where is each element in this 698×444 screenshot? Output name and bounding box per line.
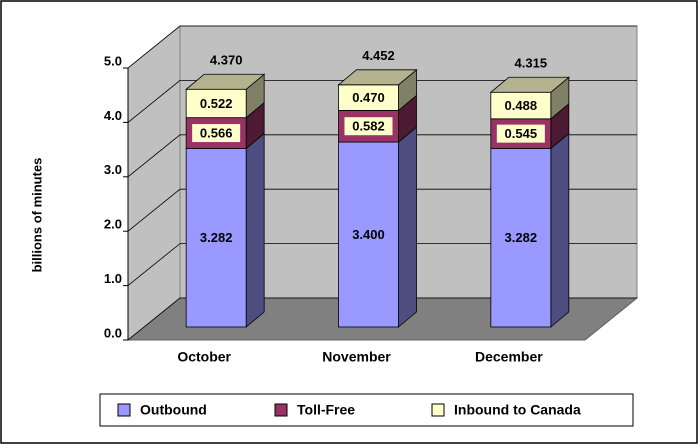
value-label: 0.488 (505, 98, 538, 113)
y-tick-label: 4.0 (104, 108, 122, 123)
x-tick-label: October (177, 349, 231, 365)
value-label: 0.582 (352, 119, 385, 134)
bar (338, 141, 399, 328)
x-tick-label: December (475, 349, 543, 365)
grid-line (127, 80, 637, 123)
label-box (192, 124, 241, 143)
legend-swatch (274, 403, 288, 417)
label-box (344, 117, 393, 136)
label-box (496, 96, 545, 115)
value-label: 3.400 (352, 227, 385, 242)
bar-side (245, 132, 265, 328)
label-box (192, 94, 241, 113)
label-box (496, 124, 545, 143)
total-label: 4.370 (210, 53, 243, 68)
bar (185, 148, 247, 328)
y-tick-label: 1.0 (104, 271, 122, 286)
legend-label: Toll-Free (297, 402, 355, 418)
y-tick-label: 5.0 (104, 53, 122, 68)
grid-line (127, 134, 637, 178)
value-label: 0.470 (352, 90, 385, 105)
total-label: 4.315 (515, 56, 548, 71)
value-label: 0.545 (505, 126, 538, 141)
grid-line (127, 243, 637, 286)
legend-swatch (431, 403, 445, 417)
total-label: 4.452 (362, 48, 395, 63)
y-tick-label: 0.0 (104, 325, 122, 340)
bar-top (337, 69, 418, 86)
grid-line (127, 25, 637, 69)
y-tick-label: 2.0 (104, 217, 122, 232)
value-label: 0.522 (200, 96, 233, 111)
grid-line (127, 297, 637, 341)
side-wall (127, 24, 181, 342)
legend-swatch (117, 403, 131, 417)
bar-top (489, 76, 570, 93)
bar (490, 148, 552, 328)
legend-label: Inbound to Canada (454, 402, 581, 418)
y-tick-label: 3.0 (104, 162, 122, 177)
x-tick-label: November (322, 349, 391, 365)
value-label: 3.282 (200, 230, 233, 245)
value-label: 3.282 (505, 230, 538, 245)
legend-box (99, 393, 634, 427)
grid-line (127, 188, 637, 232)
bar-side (550, 132, 570, 328)
y-axis-title: billions of minutes (29, 158, 44, 273)
bar-top (185, 73, 266, 90)
label-box (344, 88, 393, 107)
bar-side (398, 126, 417, 328)
value-label: 0.566 (200, 126, 233, 141)
legend-label: Outbound (140, 402, 207, 418)
